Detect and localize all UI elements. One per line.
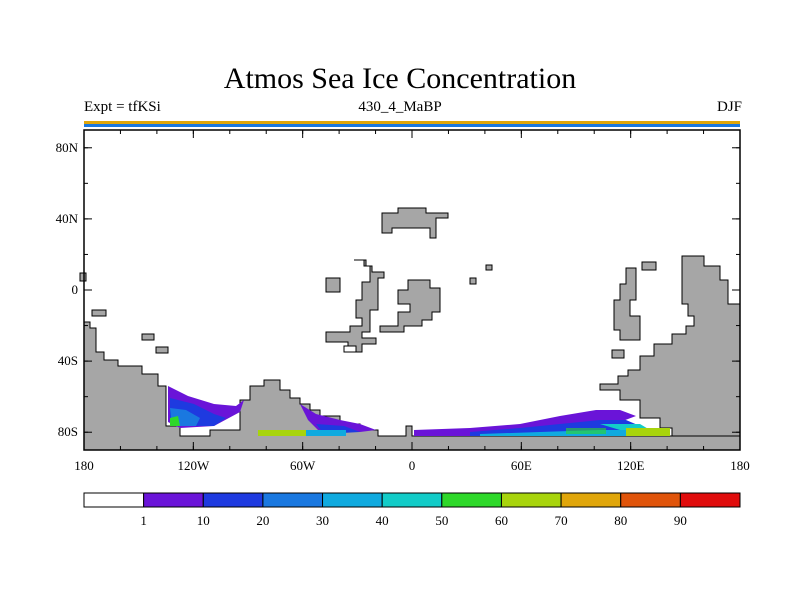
land-island — [79, 272, 87, 282]
land-island — [91, 309, 107, 317]
colorbar-swatch — [322, 492, 383, 508]
y-tick-label: 40N — [56, 211, 79, 226]
land-east-1 — [613, 267, 641, 341]
y-tick-label: 0 — [72, 282, 79, 297]
colorbar-swatch — [262, 492, 324, 508]
axis-ticks — [83, 130, 741, 450]
colorbar-label: 70 — [555, 513, 568, 528]
ice-east-strip-green — [566, 428, 606, 434]
y-tick-label: 80N — [56, 140, 79, 155]
land-island — [325, 277, 341, 293]
colorbar: 1 10 20 30 40 50 60 70 80 90 — [83, 492, 741, 528]
colorbar-label: 80 — [614, 513, 627, 528]
colorbar-swatch — [500, 492, 562, 508]
ice-strip-yellow — [258, 430, 318, 436]
y-tick-label: 40S — [58, 353, 78, 368]
x-tick-label: 0 — [409, 458, 416, 473]
arctic-ice-band-blue — [84, 124, 740, 127]
ice-strip-cyan — [306, 430, 346, 436]
land-central-2 — [379, 279, 441, 333]
colorbar-swatch — [381, 492, 443, 508]
colorbar-label: 40 — [376, 513, 389, 528]
x-tick-label: 120E — [617, 458, 645, 473]
colorbar-label: 90 — [674, 513, 687, 528]
colorbar-label: 50 — [435, 513, 448, 528]
land-east-2 — [599, 255, 741, 451]
land-west — [83, 321, 741, 451]
colorbar-swatch — [143, 492, 204, 508]
y-tick-label: 80S — [58, 424, 78, 439]
land-island — [155, 346, 169, 354]
arctic-ice-band-orange — [84, 121, 740, 124]
land-island — [641, 261, 657, 271]
land-central-3 — [343, 345, 357, 353]
season-label: DJF — [716, 99, 742, 115]
colorbar-swatch — [202, 492, 264, 508]
sea-ice-field — [168, 386, 670, 436]
colorbar-swatch — [679, 492, 741, 508]
colorbar-label: 10 — [197, 513, 210, 528]
x-tick-label: 60E — [511, 458, 532, 473]
colorbar-label: 20 — [256, 513, 269, 528]
colorbar-label: 1 — [140, 513, 147, 528]
land-island — [485, 264, 493, 271]
colorbar-label: 30 — [316, 513, 329, 528]
land-central-1 — [325, 259, 385, 353]
axis-labels: 180 120W 60W 0 60E 120E 180 80N 40N 0 40S 80S — [56, 140, 750, 473]
land-island — [141, 333, 155, 341]
ice-west-green — [170, 416, 180, 426]
x-tick-label: 60W — [290, 458, 316, 473]
land-island — [611, 349, 625, 359]
land-mask — [79, 207, 741, 451]
ice-east-strip-yellow — [626, 428, 670, 436]
colorbar-label: 60 — [495, 513, 508, 528]
colorbar-swatch — [620, 492, 681, 508]
x-tick-label: 180 — [730, 458, 750, 473]
colorbar-swatch — [560, 492, 622, 508]
time-label: 430_4_MaBP — [358, 99, 442, 115]
land-north-block — [381, 207, 449, 239]
x-tick-label: 120W — [177, 458, 210, 473]
x-tick-label: 180 — [74, 458, 94, 473]
colorbar-swatch — [441, 492, 502, 508]
experiment-label: Expt = tfKSi — [84, 99, 161, 115]
land-island — [469, 277, 477, 285]
chart-title: Atmos Sea Ice Concentration — [223, 62, 577, 95]
colorbar-swatch — [83, 492, 145, 508]
